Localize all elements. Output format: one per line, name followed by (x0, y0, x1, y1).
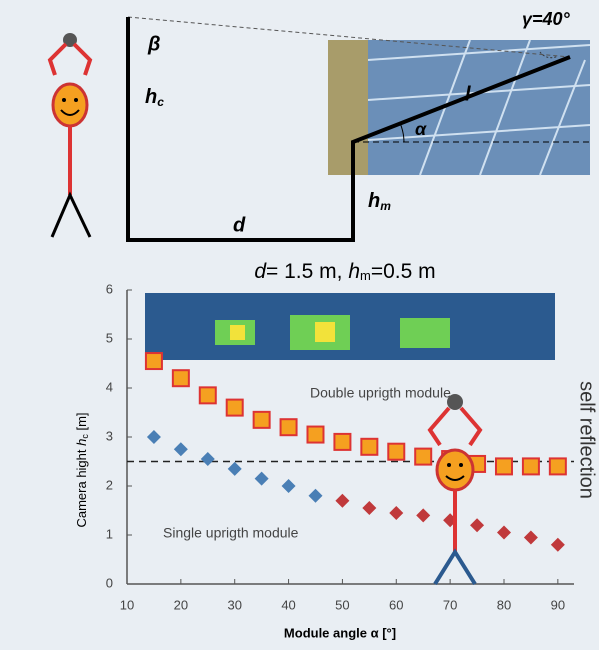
square-marker (523, 458, 539, 474)
square-marker (227, 400, 243, 416)
y-tick-label: 4 (106, 379, 113, 394)
d-label: d (233, 214, 246, 236)
square-marker (281, 419, 297, 435)
y-tick-label: 1 (106, 526, 113, 541)
y-tick-label: 0 (106, 575, 113, 590)
chart-title: d= 1.5 m, hm=0.5 m (254, 260, 435, 284)
square-marker (550, 458, 566, 474)
square-marker (200, 387, 216, 403)
square-marker (388, 444, 404, 460)
annotation: Single uprigth module (163, 525, 299, 541)
x-tick-label: 90 (551, 597, 565, 612)
x-tick-label: 50 (335, 597, 349, 612)
square-marker (173, 370, 189, 386)
side-text: self reflection (576, 381, 598, 499)
square-marker (307, 427, 323, 443)
alpha-label: α (415, 119, 427, 139)
x-tick-label: 40 (281, 597, 295, 612)
l-label: l (465, 83, 471, 105)
annotation: Double uprigth module (310, 385, 451, 401)
y-tick-label: 5 (106, 330, 113, 345)
x-tick-label: 70 (443, 597, 457, 612)
x-tick-label: 20 (174, 597, 188, 612)
beta-label: β (147, 33, 160, 55)
gamma-label: γ=40° (522, 9, 571, 29)
y-tick-label: 2 (106, 477, 113, 492)
square-marker (254, 412, 270, 428)
y-axis-label: Camera hight hc [m] (74, 412, 90, 527)
y-tick-label: 6 (106, 281, 113, 296)
square-marker (146, 353, 162, 369)
photo-field (328, 40, 368, 175)
x-tick-label: 30 (227, 597, 241, 612)
square-marker (496, 458, 512, 474)
x-tick-label: 10 (120, 597, 134, 612)
x-tick-label: 80 (497, 597, 511, 612)
x-axis-label: Module angle α [°] (284, 625, 396, 640)
y-tick-label: 3 (106, 428, 113, 443)
square-marker (334, 434, 350, 450)
square-marker (361, 439, 377, 455)
square-marker (415, 449, 431, 465)
figure: β hc γ=40° l α hm d d= 1.5 m, hm=0.5 m C… (0, 0, 599, 650)
x-tick-label: 60 (389, 597, 403, 612)
